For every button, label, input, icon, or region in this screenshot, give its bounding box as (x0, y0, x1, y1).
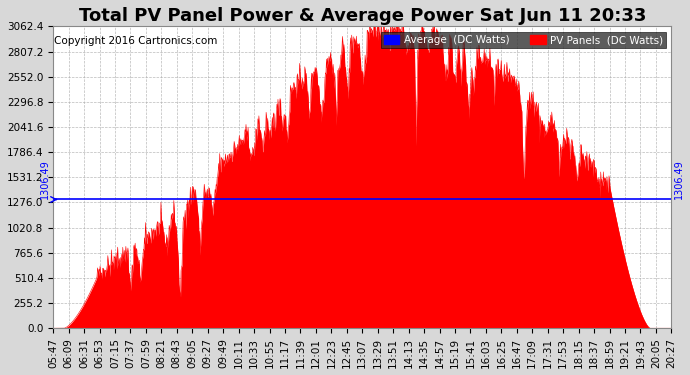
Title: Total PV Panel Power & Average Power Sat Jun 11 20:33: Total PV Panel Power & Average Power Sat… (79, 7, 646, 25)
Text: 1306.49: 1306.49 (41, 160, 50, 200)
Text: Copyright 2016 Cartronics.com: Copyright 2016 Cartronics.com (54, 36, 217, 45)
Text: 1306.49: 1306.49 (674, 160, 684, 200)
Legend: Average  (DC Watts), PV Panels  (DC Watts): Average (DC Watts), PV Panels (DC Watts) (381, 32, 666, 48)
